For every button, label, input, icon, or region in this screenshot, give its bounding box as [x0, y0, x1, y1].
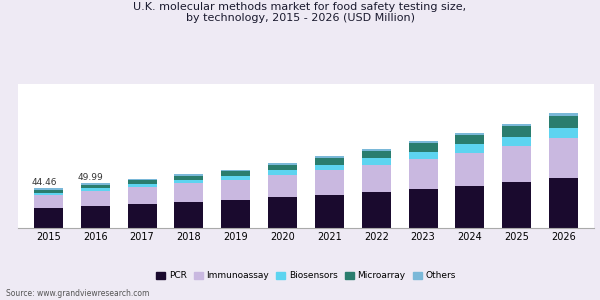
Bar: [81, 206, 110, 228]
Bar: [409, 189, 437, 228]
Bar: [34, 190, 63, 193]
Bar: [502, 182, 531, 228]
Bar: [502, 126, 531, 136]
Bar: [549, 138, 578, 178]
Bar: [34, 195, 63, 208]
Bar: [502, 137, 531, 146]
Text: 49.99: 49.99: [78, 173, 104, 182]
Bar: [315, 170, 344, 195]
Bar: [81, 183, 110, 185]
Bar: [175, 183, 203, 202]
Bar: [502, 124, 531, 126]
Bar: [455, 144, 484, 153]
Bar: [221, 176, 250, 180]
Bar: [81, 185, 110, 188]
Bar: [549, 128, 578, 138]
Bar: [409, 152, 437, 159]
Bar: [409, 143, 437, 152]
Text: Source: www.grandviewresearch.com: Source: www.grandviewresearch.com: [6, 290, 149, 298]
Bar: [315, 195, 344, 228]
Bar: [315, 158, 344, 164]
Bar: [549, 178, 578, 228]
Bar: [268, 164, 297, 170]
Bar: [502, 146, 531, 182]
Bar: [128, 184, 157, 187]
Bar: [455, 135, 484, 144]
Bar: [455, 186, 484, 228]
Bar: [409, 141, 437, 143]
Bar: [128, 204, 157, 228]
Bar: [221, 169, 250, 171]
Bar: [34, 208, 63, 228]
Bar: [315, 156, 344, 158]
Bar: [455, 153, 484, 186]
Bar: [81, 191, 110, 206]
Bar: [409, 159, 437, 189]
Bar: [268, 175, 297, 197]
Bar: [221, 171, 250, 176]
Bar: [549, 113, 578, 116]
Bar: [81, 188, 110, 191]
Bar: [362, 165, 391, 192]
Bar: [268, 163, 297, 164]
Bar: [221, 180, 250, 200]
Bar: [175, 180, 203, 183]
Bar: [221, 200, 250, 228]
Text: U.K. molecular methods market for food safety testing size,
by technology, 2015 : U.K. molecular methods market for food s…: [133, 2, 467, 23]
Legend: PCR, Immunoassay, Biosensors, Microarray, Others: PCR, Immunoassay, Biosensors, Microarray…: [152, 268, 460, 284]
Bar: [362, 158, 391, 165]
Bar: [362, 149, 391, 151]
Bar: [549, 116, 578, 127]
Bar: [362, 151, 391, 158]
Text: 44.46: 44.46: [31, 178, 56, 187]
Bar: [128, 180, 157, 184]
Bar: [34, 193, 63, 195]
Bar: [128, 187, 157, 204]
Bar: [268, 197, 297, 228]
Bar: [455, 133, 484, 135]
Bar: [34, 188, 63, 190]
Bar: [175, 174, 203, 176]
Bar: [268, 170, 297, 175]
Bar: [315, 164, 344, 170]
Bar: [362, 192, 391, 228]
Bar: [175, 176, 203, 180]
Bar: [128, 179, 157, 180]
Bar: [175, 202, 203, 228]
